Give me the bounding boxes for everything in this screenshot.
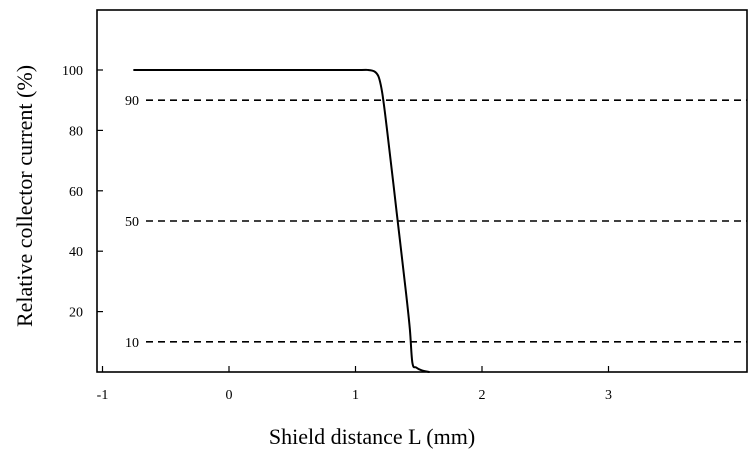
x-tick-label: 3 [605, 388, 612, 403]
x-axis-title: Shield distance L (mm) [269, 424, 475, 449]
y-tick-label: 100 [62, 64, 83, 79]
y-tick-label: 60 [69, 185, 83, 200]
y-axis-title: Relative collector current (%) [12, 65, 37, 327]
x-tick-label: -1 [97, 388, 109, 403]
reference-labels: 90 50 10 [125, 94, 139, 351]
x-tick-label: 2 [479, 388, 486, 403]
y-tick-label: 20 [69, 306, 83, 321]
y-axis-ticks: 20 40 60 80 100 [62, 64, 103, 321]
reference-lines [146, 99, 747, 343]
y-tick-label: 40 [69, 245, 83, 260]
x-axis-ticks: -1 0 1 2 3 [97, 366, 612, 403]
plot-frame [96, 9, 748, 373]
series-layer [133, 68, 430, 373]
reference-label-10: 10 [125, 336, 139, 351]
reference-label-50: 50 [125, 215, 139, 230]
x-tick-label: 1 [352, 388, 359, 403]
reference-label-90: 90 [125, 94, 139, 109]
x-tick-label: 0 [226, 388, 233, 403]
y-tick-label: 80 [69, 124, 83, 139]
series-line-0 [133, 68, 430, 373]
